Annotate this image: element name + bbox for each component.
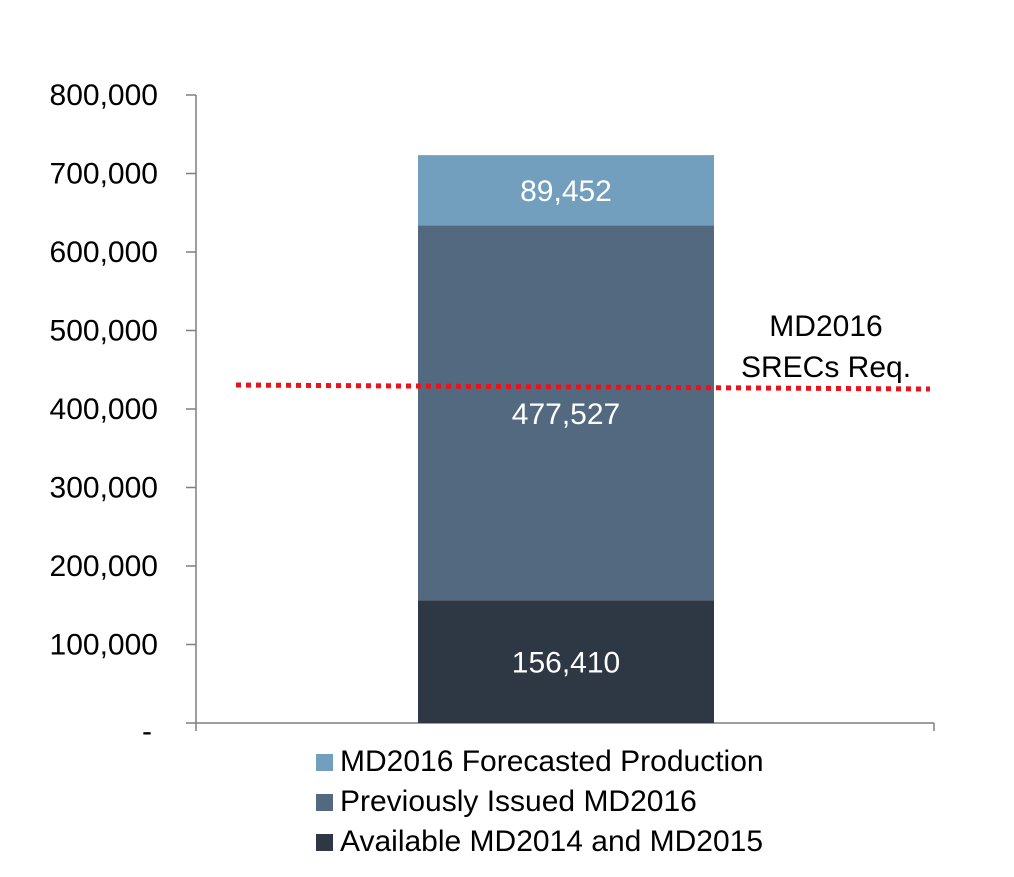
legend-item-available: Available MD2014 and MD2015 [316,822,764,862]
legend-label: Available MD2014 and MD2015 [340,825,764,858]
reference-line-label: SRECs Req. [741,351,911,384]
legend: MD2016 Forecasted Production Previously … [316,742,764,862]
y-tick-label: 200,000 [50,550,158,583]
y-axis: - 100,000 200,000 300,000 400,000 500,000 600,… [50,79,197,748]
reference-line-group: MD2016 SRECs Req. [235,310,931,392]
bar-segment-1 [418,600,714,723]
data-label: 89,452 [520,175,612,208]
y-tick-label: 500,000 [50,315,158,348]
legend-swatch [316,833,333,851]
y-tick-label: 300,000 [50,472,158,505]
legend-label: Previously Issued MD2016 [340,785,697,818]
data-label: 156,410 [512,647,620,680]
bar-segment-3 [418,155,714,226]
bar-segment-2 [418,225,714,601]
legend-item-previously-issued: Previously Issued MD2016 [316,782,764,822]
reference-line-label: MD2016 [769,310,882,343]
bar-stack: 156,410 477,527 89,452 [418,155,714,723]
y-tick-label: 700,000 [50,158,158,191]
legend-swatch [316,753,333,771]
legend-swatch [316,793,333,811]
y-tick-label: - [142,715,152,748]
x-axis [195,722,935,731]
legend-label: MD2016 Forecasted Production [340,745,764,778]
y-tick-label: 100,000 [50,629,158,662]
y-tick-label: 600,000 [50,236,158,269]
y-tick-label: 800,000 [50,79,158,112]
y-tick-label: 400,000 [50,393,158,426]
legend-item-forecasted: MD2016 Forecasted Production [316,742,764,782]
data-label: 477,527 [512,398,620,431]
